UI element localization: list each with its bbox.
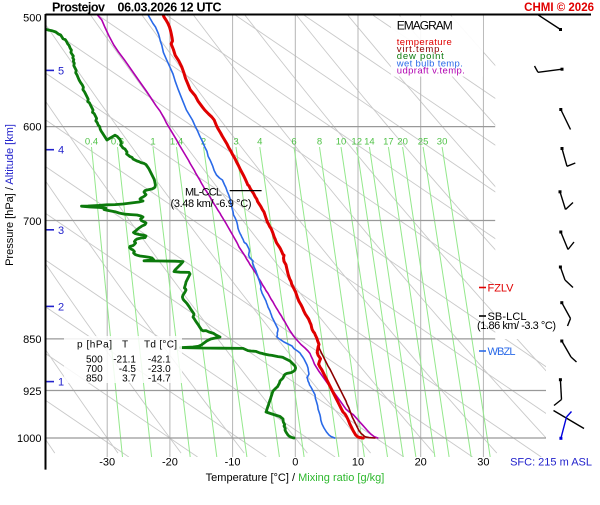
svg-text:WBZL: WBZL [488, 346, 516, 358]
svg-text:SB-LCL: SB-LCL [488, 311, 527, 323]
svg-text:30: 30 [477, 457, 489, 469]
svg-text:-42.1: -42.1 [148, 355, 171, 366]
svg-text:500: 500 [23, 12, 41, 24]
svg-text:500: 500 [86, 355, 103, 366]
svg-text:CHMI © 2026: CHMI © 2026 [524, 2, 594, 14]
svg-text:wet bulb temp.: wet bulb temp. [396, 58, 463, 69]
svg-text:Prostejov: Prostejov [52, 1, 105, 15]
svg-text:udpraft v.temp.: udpraft v.temp. [397, 66, 465, 77]
svg-text:1: 1 [58, 377, 64, 389]
svg-text:20: 20 [397, 137, 408, 148]
svg-text:10: 10 [336, 137, 347, 148]
svg-text:FZLV: FZLV [488, 283, 515, 295]
svg-text:5: 5 [58, 65, 64, 77]
svg-text:4: 4 [257, 137, 262, 148]
svg-text:12: 12 [351, 137, 362, 148]
svg-text:dew point: dew point [397, 51, 444, 62]
svg-text:3: 3 [58, 225, 64, 237]
svg-text:30: 30 [437, 137, 448, 148]
svg-text:4: 4 [58, 145, 64, 157]
svg-text:0: 0 [292, 457, 298, 469]
svg-text:Td [°C]: Td [°C] [144, 340, 177, 351]
svg-text:3.7: 3.7 [122, 374, 136, 385]
svg-text:p [hPa]: p [hPa] [77, 340, 112, 351]
svg-text:-20: -20 [162, 457, 178, 469]
svg-text:2: 2 [201, 137, 206, 148]
svg-text:1: 1 [150, 137, 155, 148]
svg-text:EMAGRAM: EMAGRAM [397, 19, 453, 33]
svg-text:-30: -30 [99, 457, 115, 469]
svg-text:SFC: 215 m ASL: SFC: 215 m ASL [510, 457, 592, 469]
svg-text:-4.5: -4.5 [119, 364, 137, 375]
svg-text:Temperature [°C] / Mixing ra: Temperature [°C] / Mixing ratio [g/kg] [206, 472, 385, 484]
svg-text:-14.7: -14.7 [148, 374, 171, 385]
svg-text:10: 10 [352, 457, 364, 469]
svg-text:17: 17 [383, 137, 394, 148]
svg-text:6: 6 [291, 137, 296, 148]
svg-text:700: 700 [86, 364, 103, 375]
svg-text:25: 25 [418, 137, 429, 148]
svg-text:14: 14 [364, 137, 375, 148]
svg-text:1.4: 1.4 [170, 137, 183, 148]
svg-text:925: 925 [23, 386, 41, 398]
svg-text:Pressure [hPa] / Altitude [k: Pressure [hPa] / Altitude [km] [4, 124, 16, 266]
svg-text:temperature: temperature [397, 37, 452, 48]
svg-text:T: T [122, 340, 128, 351]
svg-text:(1.86 km/ -3.3 °C): (1.86 km/ -3.3 °C) [477, 320, 556, 332]
svg-text:20: 20 [415, 457, 427, 469]
svg-text:-10: -10 [225, 457, 241, 469]
svg-text:700: 700 [23, 216, 41, 228]
svg-text:850: 850 [23, 334, 41, 346]
svg-text:2: 2 [58, 301, 64, 313]
svg-text:0.6: 0.6 [111, 137, 124, 148]
svg-text:-23.0: -23.0 [148, 364, 171, 375]
svg-text:ML-CCL: ML-CCL [185, 187, 222, 199]
svg-text:virt.temp.: virt.temp. [397, 44, 443, 55]
svg-text:850: 850 [86, 374, 103, 385]
svg-text:0.4: 0.4 [85, 137, 98, 148]
svg-text:8: 8 [317, 137, 322, 148]
svg-text:06.03.2026 12 UTC: 06.03.2026 12 UTC [118, 1, 222, 15]
svg-text:1000: 1000 [17, 433, 41, 445]
svg-text:-21.1: -21.1 [113, 355, 136, 366]
svg-text:600: 600 [23, 122, 41, 134]
svg-text:3: 3 [233, 137, 238, 148]
svg-text:(3.48 km/ -6.9 °C): (3.48 km/ -6.9 °C) [171, 198, 252, 210]
